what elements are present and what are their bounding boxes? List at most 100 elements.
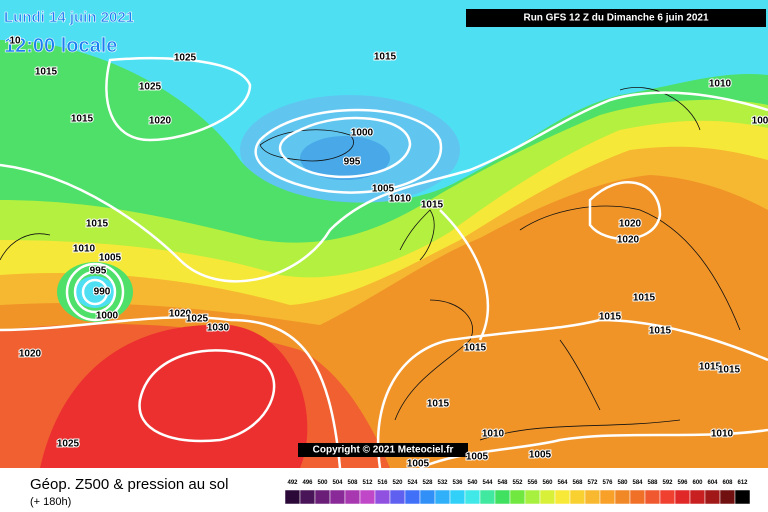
isobar-label: 1015 — [71, 114, 94, 125]
isobar-label: 1010 — [389, 194, 412, 205]
scale-swatch — [629, 489, 646, 505]
copyright-banner — [298, 443, 468, 457]
isobar — [105, 57, 252, 142]
scale-swatch — [389, 489, 406, 505]
zone — [300, 136, 390, 180]
scale-swatch — [674, 489, 691, 505]
product-title: Géop. Z500 & pression au sol — [30, 476, 228, 493]
isobar — [376, 318, 768, 468]
scale-swatch — [614, 489, 631, 505]
isobar — [588, 181, 662, 241]
scale-swatch — [554, 489, 571, 505]
isobar — [0, 91, 768, 283]
scale-swatch — [509, 489, 526, 505]
local-time: 12:00 locale — [4, 35, 117, 57]
isobar-label: 1000 — [351, 128, 374, 139]
isobar — [439, 209, 489, 341]
isobar-label: 1000 — [96, 311, 119, 322]
isobar-label: 1010 — [73, 244, 96, 255]
isobar-label: 1015 — [464, 343, 487, 354]
isobar-label: 1015 — [35, 67, 58, 78]
scale-label: 532 — [437, 480, 448, 486]
isobar-label: 1015 — [699, 362, 722, 373]
scale-label: 516 — [377, 480, 388, 486]
date: Lundi 14 juin 2021 — [4, 9, 134, 26]
coastline — [0, 87, 741, 441]
scale-label: 500 — [317, 480, 328, 486]
scale-swatch — [479, 489, 496, 505]
isobar-label: 1010 — [711, 429, 734, 440]
isobar-label: 995 — [344, 157, 361, 168]
scale-swatch — [434, 489, 451, 505]
isobar-label: 1025 — [139, 82, 162, 93]
scale-label: 612 — [737, 480, 748, 486]
isobar-label: 1025 — [186, 314, 209, 325]
scale-swatch — [344, 489, 361, 505]
isobar — [254, 108, 443, 194]
isobar-label: 1020 — [617, 235, 640, 246]
isobar-label: 990 — [94, 287, 111, 298]
scale-swatch — [314, 489, 331, 505]
isobar-label: 1015 — [633, 293, 656, 304]
scale-swatch — [734, 489, 751, 505]
isobar-label: 1020 — [149, 116, 172, 127]
scale-label: 496 — [302, 480, 313, 486]
scale-swatch — [524, 489, 541, 505]
isobar-label: 1005 — [372, 184, 395, 195]
copyright: Copyright © 2021 Meteociel.fr — [313, 445, 454, 456]
isobar-label: 1020 — [169, 309, 192, 320]
isobar — [73, 270, 117, 314]
scale-swatch — [299, 489, 316, 505]
scale-label: 560 — [542, 480, 553, 486]
isobar-label: 995 — [90, 266, 107, 277]
scale-label: 576 — [602, 480, 613, 486]
scale-swatch — [449, 489, 466, 505]
scale-swatch — [359, 489, 376, 505]
scale-label: 584 — [632, 480, 643, 486]
scale-swatch — [644, 489, 661, 505]
isobar-label: 1015 — [649, 326, 672, 337]
scale-swatch — [569, 489, 586, 505]
scale-swatch — [494, 489, 511, 505]
scale-swatch — [659, 489, 676, 505]
scale-label: 608 — [722, 480, 733, 486]
scale-swatch — [584, 489, 601, 505]
isobar-label: 1020 — [619, 219, 642, 230]
scale-label: 528 — [422, 480, 433, 486]
scale-label: 524 — [407, 480, 418, 486]
scale-swatch — [329, 489, 346, 505]
map-background — [0, 0, 768, 468]
isobar-label: 1005 — [407, 459, 430, 470]
isobar-label: 1020 — [19, 349, 42, 360]
scale-swatch — [539, 489, 556, 505]
scale-label: 564 — [557, 480, 568, 486]
isobar-label: 1025 — [57, 439, 80, 450]
scale-label: 536 — [452, 480, 463, 486]
scale-swatch — [689, 489, 706, 505]
scale-label: 596 — [677, 480, 688, 486]
scale-swatch — [284, 489, 301, 505]
isobar-label: 1015 — [86, 219, 109, 230]
scale-label: 568 — [572, 480, 583, 486]
isobar — [81, 278, 109, 306]
scale-label: 572 — [587, 480, 598, 486]
isobar-label: 1015 — [718, 365, 741, 376]
isobar-label: 1010 — [709, 79, 732, 90]
isobar-label: 1005 — [99, 253, 122, 264]
run-info: Run GFS 12 Z du Dimanche 6 juin 2021 — [523, 13, 708, 24]
scale-swatch — [704, 489, 721, 505]
scale-label: 492 — [287, 480, 298, 486]
scale-label: 544 — [482, 480, 493, 486]
scale-label: 548 — [497, 480, 508, 486]
scale-label: 600 — [692, 480, 703, 486]
scale-label: 520 — [392, 480, 403, 486]
isobar-label: 100 — [752, 116, 768, 127]
isobar-label: 1005 — [466, 452, 489, 463]
scale-label: 580 — [617, 480, 628, 486]
scale-label: 512 — [362, 480, 373, 486]
scale-label: 508 — [347, 480, 358, 486]
isobar-label: 1030 — [207, 323, 230, 334]
scale-swatch — [374, 489, 391, 505]
run-banner — [466, 9, 766, 27]
